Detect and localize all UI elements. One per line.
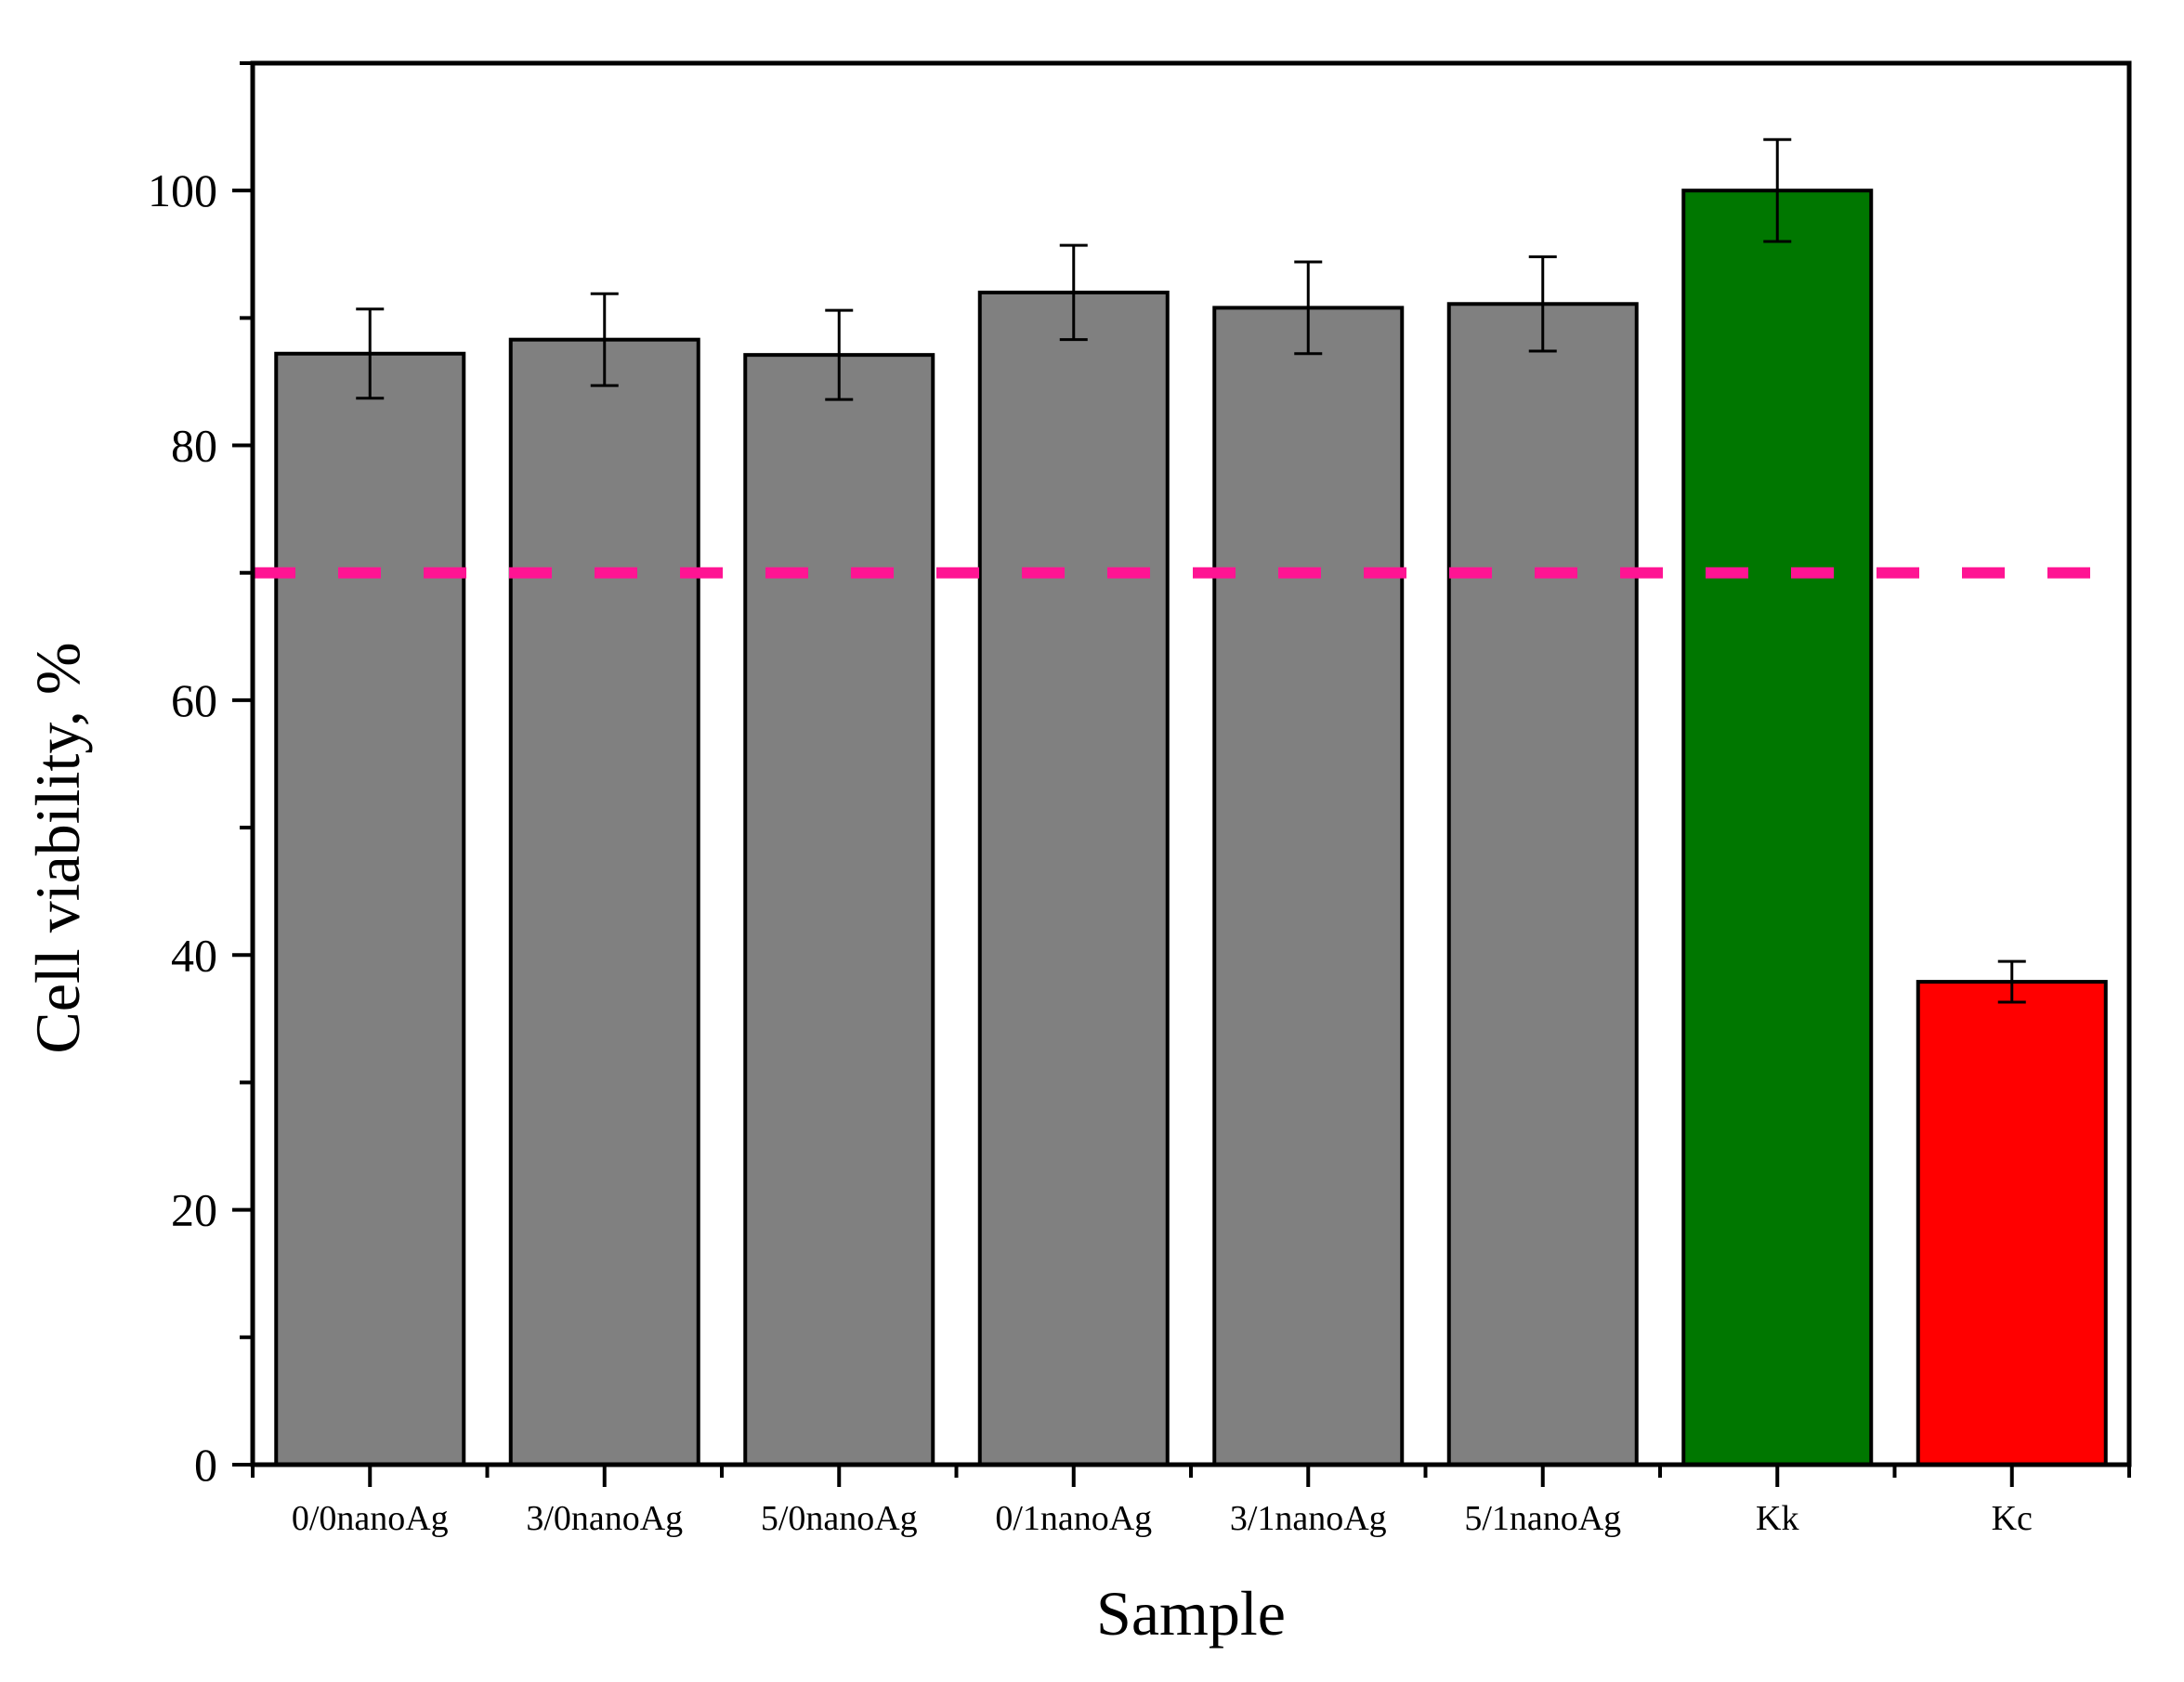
y-axis-title: Cell viability, % xyxy=(22,642,93,1053)
bar-50nanoag xyxy=(743,353,935,1467)
bar-kk xyxy=(1681,189,1874,1467)
bar-00nanoag xyxy=(274,351,466,1467)
bars-layer xyxy=(274,189,2108,1467)
x-tick-label: 3/0nanoAg xyxy=(526,1499,683,1538)
y-tick-label: 20 xyxy=(171,1184,217,1236)
error-bar-00nanoag xyxy=(356,307,385,400)
error-bar-01nanoag xyxy=(1059,243,1088,342)
error-bar-31nanoag xyxy=(1294,260,1323,356)
error-bars-layer xyxy=(356,137,2026,1004)
x-tick-label: 0/0nanoAg xyxy=(292,1499,449,1538)
x-tick-label: Kk xyxy=(1756,1499,1798,1538)
y-tick-label: 40 xyxy=(171,929,217,981)
x-tick-label: Kc xyxy=(1992,1499,2033,1538)
x-axis-title: Sample xyxy=(1096,1578,1286,1649)
error-bar-30nanoag xyxy=(590,292,619,387)
x-tick-label: 5/0nanoAg xyxy=(761,1499,918,1538)
error-bar-kk xyxy=(1763,137,1792,243)
x-tick-label: 0/1nanoAg xyxy=(995,1499,1152,1538)
y-tick-label: 60 xyxy=(171,674,217,726)
y-axis: 0 20 40 60 80 100 xyxy=(148,61,253,1491)
bar-01nanoag xyxy=(977,290,1170,1467)
bar-51nanoag xyxy=(1446,302,1639,1467)
bar-31nanoag xyxy=(1212,306,1405,1467)
error-bar-51nanoag xyxy=(1528,255,1557,353)
y-tick-label: 80 xyxy=(171,420,217,472)
bar-kc xyxy=(1916,980,2108,1467)
y-tick-label: 0 xyxy=(194,1439,217,1491)
error-bar-kc xyxy=(1997,959,2026,1004)
x-tick-label: 5/1nanoAg xyxy=(1464,1499,1621,1538)
y-tick-label: 100 xyxy=(148,164,217,216)
x-axis: 0/0nanoAg 3/0nanoAg 5/0nanoAg 0/1nanoAg 3/1n… xyxy=(251,1465,2131,1538)
bar-30nanoag xyxy=(508,337,700,1467)
error-bar-50nanoag xyxy=(825,308,854,401)
x-tick-label: 3/1nanoAg xyxy=(1230,1499,1387,1538)
